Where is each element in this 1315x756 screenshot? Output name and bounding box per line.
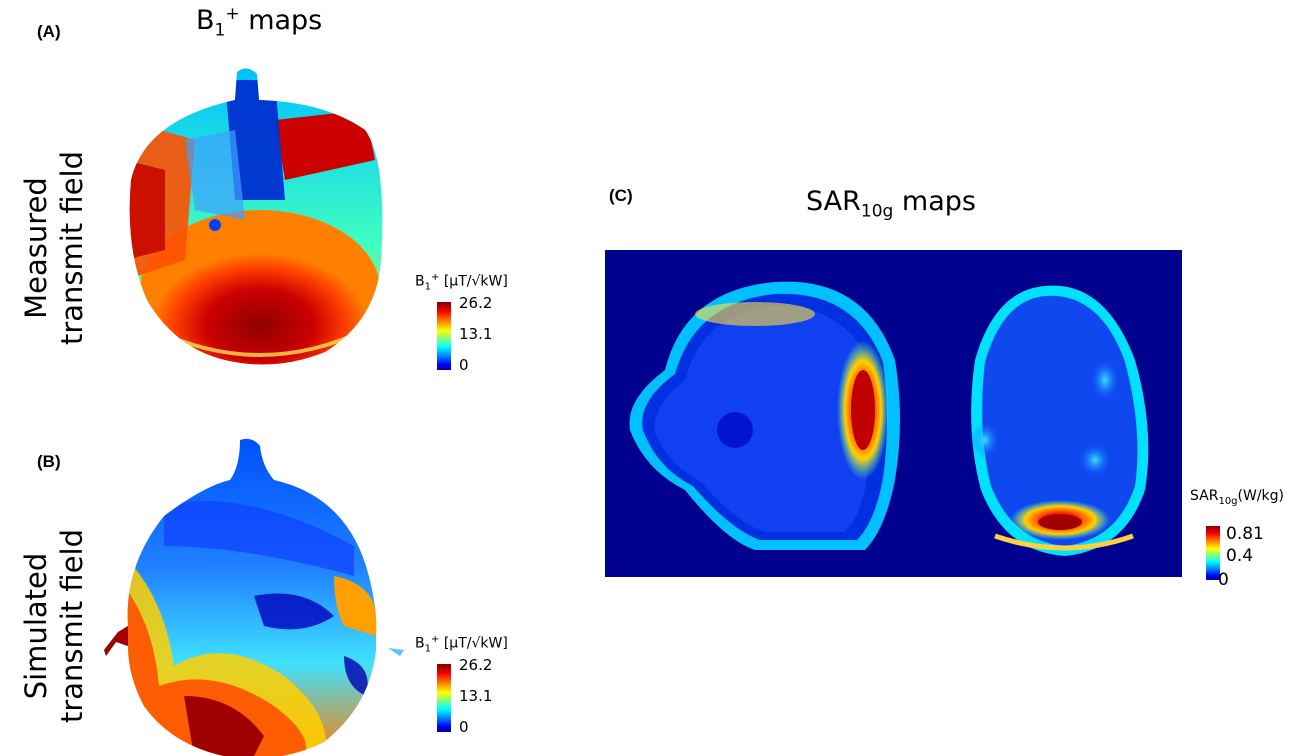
colorbar-b-tick-min: 0 xyxy=(459,718,469,736)
panel-a-letter: (A) xyxy=(37,22,61,41)
colorbar-b xyxy=(437,664,451,732)
colorbar-a-tick-mid: 13.1 xyxy=(459,325,493,343)
panel-a-title: B1+ maps xyxy=(196,4,323,41)
panel-c-letter: (C) xyxy=(609,186,633,205)
row-label-simulated: Simulated transmit field xyxy=(19,528,89,724)
colorbar-c xyxy=(1206,526,1220,580)
sar-map xyxy=(605,250,1182,577)
colorbar-a xyxy=(437,302,451,370)
colorbar-c-tick-min: 0 xyxy=(1218,570,1229,590)
panel-b-letter: (B) xyxy=(37,452,61,471)
measured-b1-map xyxy=(129,68,383,365)
colorbar-c-tick-mid: 0.4 xyxy=(1226,546,1254,566)
colorbar-a-tick-max: 26.2 xyxy=(459,294,493,312)
colorbar-c-tick-max: 0.81 xyxy=(1226,524,1264,544)
colorbar-a-tick-min: 0 xyxy=(459,356,469,374)
row-label-measured: Measured transmit field xyxy=(19,150,89,346)
panel-c-title: SAR10g maps xyxy=(806,186,976,222)
colorbar-b-tick-max: 26.2 xyxy=(459,656,493,674)
colorbar-c-label: SAR10g(W/kg) xyxy=(1190,488,1285,507)
colorbar-b-tick-mid: 13.1 xyxy=(459,687,493,705)
colorbar-a-label: B1+ [µT/√kW] xyxy=(415,272,508,293)
colorbar-b-label: B1+ [µT/√kW] xyxy=(415,634,508,655)
simulated-b1-map xyxy=(104,438,404,756)
